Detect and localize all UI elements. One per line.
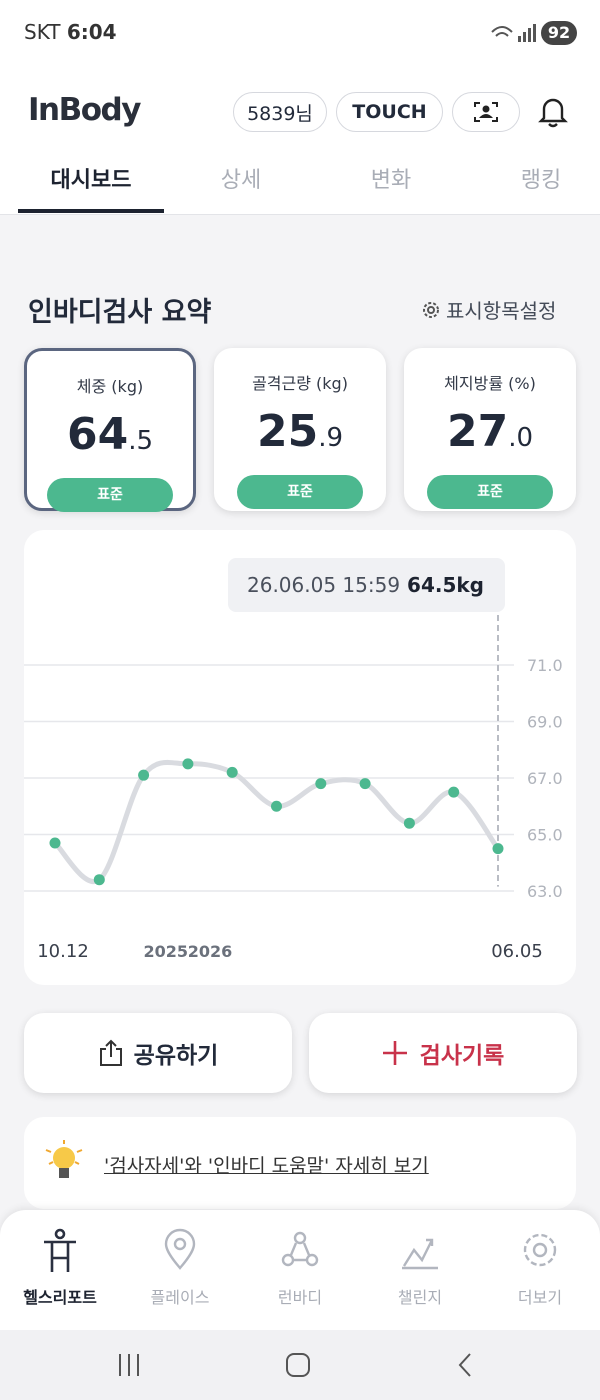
tooltip-time: 26.06.05 15:59	[247, 573, 400, 597]
carrier: SKT	[24, 20, 61, 44]
chart: 26.06.05 15:59 64.5kg 71.0 69.0 67.0 65.0 63…	[24, 558, 563, 962]
data-point	[93, 874, 105, 886]
metric-value: 64.5	[66, 409, 154, 460]
nav-icon	[164, 1228, 196, 1270]
system-nav-icons	[119, 1353, 471, 1377]
gear-icon	[423, 301, 439, 318]
data-point	[492, 843, 504, 855]
nav-item[interactable]: 플레이스	[150, 1288, 210, 1307]
metric-card[interactable]: 체지방률 (%) 27.0 표준	[404, 348, 576, 511]
bottom-nav	[0, 1210, 600, 1332]
tooltip-value: 64.5kg	[407, 573, 484, 597]
tip-link[interactable]: '검사자세'와 '인바디 도움말' 자세히 보기	[104, 1155, 429, 1177]
share-text: 공유하기	[133, 1043, 219, 1069]
metric-card[interactable]: 골격근량 (kg) 25.9 표준	[214, 348, 386, 511]
metric-value: 27.0	[446, 406, 534, 457]
data-point	[315, 778, 327, 790]
data-point	[182, 758, 194, 770]
back-button[interactable]	[458, 1353, 471, 1377]
nav-icon	[402, 1238, 438, 1270]
metric-status: 표준	[427, 475, 553, 509]
x-tick-label: 10.12	[37, 941, 89, 962]
data-point	[226, 766, 238, 778]
bell-icon[interactable]	[538, 96, 568, 128]
record-button[interactable]: 검사기록	[309, 1013, 577, 1093]
user-button[interactable]: 5839님	[233, 92, 327, 132]
metric-label: 체지방률 (%)	[444, 374, 536, 393]
tip-card[interactable]	[24, 1117, 576, 1209]
profile-button[interactable]	[452, 92, 520, 132]
status-bar: SKT 6:04	[24, 20, 117, 44]
record-text: 검사기록	[419, 1043, 505, 1069]
tab[interactable]: 대시보드	[50, 168, 132, 193]
nav-item[interactable]: 더보기	[517, 1288, 563, 1307]
data-point	[448, 786, 460, 798]
metric-status: 표준	[47, 478, 173, 512]
year-label: 2025	[143, 942, 188, 961]
clock: 6:04	[66, 20, 117, 44]
y-tick-label: 63.0	[527, 882, 563, 901]
data-point	[403, 817, 415, 829]
logo: InBody	[28, 92, 141, 128]
metric-label: 골격근량 (kg)	[252, 374, 348, 393]
y-tick-label: 71.0	[527, 656, 563, 675]
nav-item[interactable]: 챌린지	[397, 1288, 443, 1307]
battery: 92	[541, 21, 577, 45]
y-tick-label: 69.0	[527, 713, 563, 732]
settings-link[interactable]: 표시항목설정	[420, 295, 556, 324]
year-label: 2026	[188, 942, 233, 961]
data-point	[271, 800, 282, 812]
tab[interactable]: 변화	[370, 168, 412, 193]
data-point	[49, 837, 61, 849]
tab[interactable]: 랭킹	[520, 168, 562, 193]
touch-button[interactable]: TOUCH	[336, 92, 443, 132]
trend-line	[52, 759, 501, 885]
metric-card[interactable]: 체중 (kg) 64.5 표준	[24, 348, 196, 512]
y-tick-label: 67.0	[527, 769, 563, 788]
metric-value: 25.9	[256, 406, 344, 457]
settings-text: 표시항목설정	[446, 299, 557, 323]
section-title: 인바디검사 요약	[28, 297, 212, 328]
nav-item[interactable]: 헬스리포트	[23, 1288, 97, 1307]
nav-icon	[523, 1233, 557, 1267]
nav-icon	[281, 1231, 319, 1267]
bulb-icon	[45, 1140, 83, 1178]
tooltip-box	[228, 558, 505, 612]
data-point	[138, 769, 150, 781]
home-button[interactable]	[286, 1353, 310, 1377]
x-tick-label: 06.05	[491, 941, 543, 962]
y-tick-label: 65.0	[527, 826, 563, 845]
share-icon	[99, 1039, 122, 1066]
metric-status: 표준	[237, 475, 363, 509]
profile-icon	[474, 102, 498, 122]
tab[interactable]: 상세	[220, 168, 262, 193]
nav-icons	[44, 1228, 557, 1272]
tab-indicator	[18, 209, 164, 213]
nav-icon	[44, 1228, 76, 1272]
signal-icons	[491, 24, 536, 42]
nav-item[interactable]: 런바디	[277, 1288, 323, 1307]
metric-label: 체중 (kg)	[76, 377, 144, 396]
plus-icon	[382, 1041, 407, 1065]
recent-apps[interactable]	[119, 1354, 139, 1376]
share-button[interactable]: 공유하기	[24, 1013, 292, 1093]
system-nav	[0, 1330, 600, 1400]
data-point	[359, 778, 371, 790]
